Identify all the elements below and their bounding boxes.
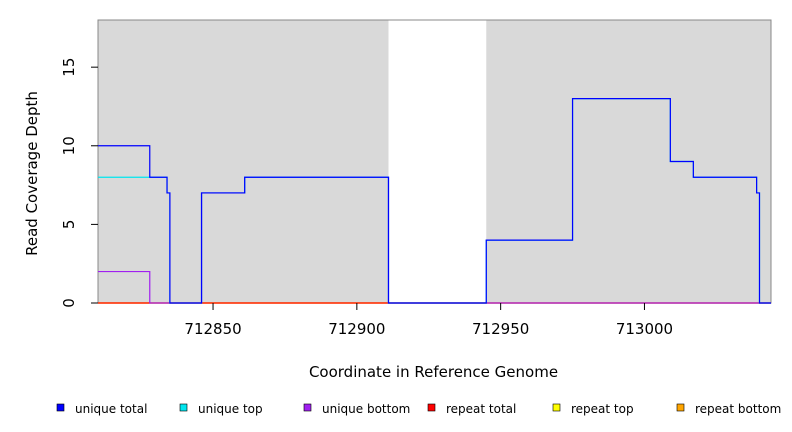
series-lines: [98, 98, 771, 304]
x-tick-label: 712950: [472, 320, 529, 338]
x-axis: 712850 712900 712950 713000: [184, 303, 673, 338]
legend-swatch-repeat-top: [552, 403, 561, 412]
legend-label-repeat-bottom: repeat bottom: [695, 402, 781, 416]
legend-swatch-repeat-bottom: [676, 403, 685, 412]
legend-label-repeat-top: repeat top: [571, 402, 634, 416]
x-axis-title: Coordinate in Reference Genome: [309, 363, 558, 381]
legend-label-unique-total: unique total: [75, 402, 147, 416]
legend-swatch-unique-total: [56, 403, 65, 412]
y-tick-label: 0: [60, 298, 78, 308]
x-tick-label: 713000: [616, 320, 673, 338]
shaded-region-1: [98, 20, 389, 303]
y-tick-label: 15: [60, 58, 78, 77]
legend: unique total unique top unique bottom repea…: [56, 402, 781, 416]
shaded-region-2: [486, 20, 771, 303]
legend-label-repeat-total: repeat total: [446, 402, 516, 416]
y-axis-title: Read Coverage Depth: [23, 91, 41, 256]
x-tick-label: 712850: [184, 320, 241, 338]
y-axis: 0 5 10 15: [60, 58, 98, 308]
y-tick-label: 10: [60, 136, 78, 155]
x-tick-label: 712900: [328, 320, 385, 338]
y-tick-label: 5: [60, 220, 78, 230]
legend-swatch-unique-bottom: [303, 403, 312, 412]
shaded-regions: [98, 20, 771, 303]
legend-label-unique-top: unique top: [198, 402, 263, 416]
legend-swatch-unique-top: [179, 403, 188, 412]
legend-swatch-repeat-total: [427, 403, 436, 412]
legend-label-unique-bottom: unique bottom: [322, 402, 410, 416]
series-line-unique-total: [98, 98, 771, 304]
